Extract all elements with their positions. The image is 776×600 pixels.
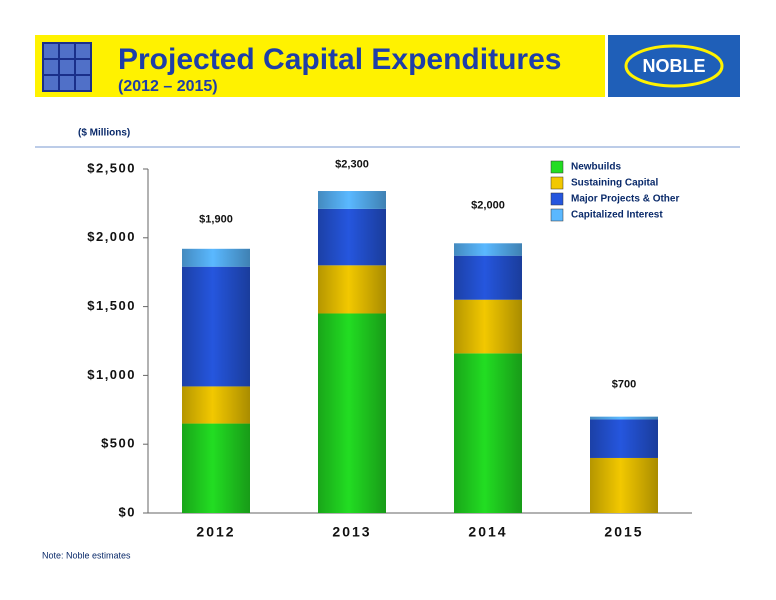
- legend-label: Newbuilds: [571, 162, 621, 173]
- x-tick-label: 2013: [332, 524, 371, 540]
- bar-shade: [590, 419, 658, 458]
- y-axis-label: ($ Millions): [78, 128, 130, 139]
- bar-shade: [454, 299, 522, 354]
- total-label: $2,300: [335, 158, 369, 170]
- bar-shade: [182, 423, 250, 513]
- bar-shade: [182, 248, 250, 267]
- y-tick-label: $1,000: [87, 367, 136, 382]
- bar-shade: [182, 266, 250, 387]
- logo-oval: [624, 44, 724, 88]
- bar-shade: [590, 416, 658, 420]
- total-label: $700: [612, 379, 636, 391]
- y-tick-label: $500: [101, 436, 136, 451]
- bar-shade: [590, 457, 658, 513]
- bar-shade: [318, 265, 386, 314]
- header-band: [35, 35, 605, 97]
- total-label: $2,000: [471, 200, 505, 212]
- legend-label: Major Projects & Other: [571, 194, 679, 205]
- chart-title: Projected Capital Expenditures: [118, 43, 561, 76]
- legend-swatch: [550, 160, 564, 174]
- bar-shade: [318, 208, 386, 266]
- header-icon: [42, 42, 92, 92]
- bar-shade: [318, 313, 386, 513]
- y-tick-label: $0: [119, 504, 136, 519]
- legend-swatch: [550, 208, 564, 222]
- note: Note: Noble estimates: [42, 550, 131, 560]
- bar-shade: [454, 243, 522, 256]
- bar-shade: [454, 353, 522, 513]
- y-tick-label: $2,000: [87, 229, 136, 244]
- legend-swatch: [550, 192, 564, 206]
- legend-label: Sustaining Capital: [571, 178, 658, 189]
- y-tick-label: $1,500: [87, 298, 136, 313]
- y-tick-label: $2,500: [87, 160, 136, 175]
- legend-label: Capitalized Interest: [571, 210, 663, 221]
- x-tick-label: 2014: [468, 524, 507, 540]
- legend-swatch: [550, 176, 564, 190]
- bar-shade: [454, 255, 522, 300]
- x-tick-label: 2012: [196, 524, 235, 540]
- logo-text: NOBLE: [643, 56, 706, 76]
- bar-shade: [318, 191, 386, 209]
- bar-shade: [182, 386, 250, 424]
- total-label: $1,900: [199, 213, 233, 225]
- chart-subtitle: (2012 – 2015): [118, 78, 218, 95]
- x-tick-label: 2015: [604, 524, 643, 540]
